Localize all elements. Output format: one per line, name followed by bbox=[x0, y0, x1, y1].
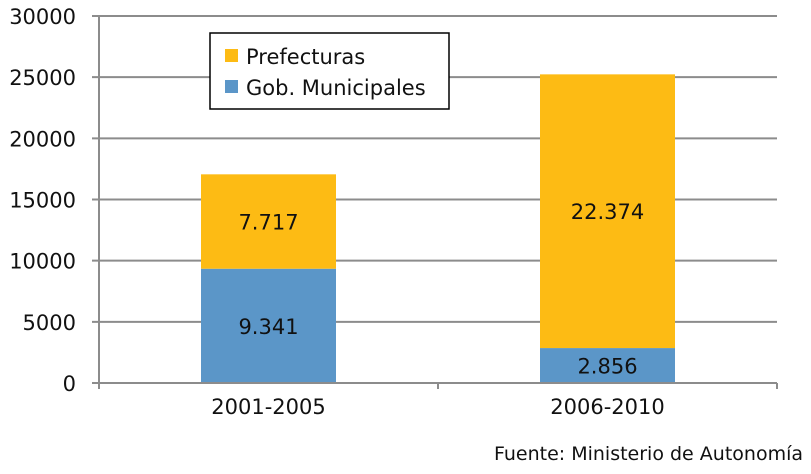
bar-segment bbox=[201, 174, 336, 269]
y-axis-tick-labels: 0 5000 10000 15000 20000 25000 30000 bbox=[9, 5, 76, 396]
legend-swatch bbox=[225, 80, 238, 93]
data-label: 7.717 bbox=[238, 211, 298, 235]
y-tick-label: 5000 bbox=[23, 311, 76, 335]
bar-segment bbox=[201, 268, 336, 383]
legend-label: Prefecturas bbox=[246, 45, 365, 69]
x-category-label: 2001-2005 bbox=[211, 395, 325, 419]
bar-segment bbox=[540, 74, 675, 349]
data-label: 22.374 bbox=[571, 200, 644, 224]
y-tick-label: 15000 bbox=[9, 189, 76, 213]
y-tick-label: 30000 bbox=[9, 5, 76, 29]
y-tick-label: 0 bbox=[63, 372, 76, 396]
source-note: Fuente: Ministerio de Autonomía bbox=[493, 443, 803, 465]
y-tick-label: 25000 bbox=[9, 66, 76, 90]
x-category-label: 2006-2010 bbox=[550, 395, 664, 419]
legend-label: Gob. Municipales bbox=[246, 76, 426, 100]
bar-segment bbox=[540, 348, 675, 383]
data-label: 2.856 bbox=[577, 355, 637, 379]
y-tick-label: 10000 bbox=[9, 250, 76, 274]
legend-box bbox=[209, 32, 450, 110]
data-label: 9.341 bbox=[238, 315, 298, 339]
bars: 9.341 7.717 2.856 22.374 bbox=[201, 74, 675, 383]
y-tick-label: 20000 bbox=[9, 127, 76, 151]
legend-swatch bbox=[225, 49, 238, 62]
x-axis-category-labels: 2001-2005 2006-2010 bbox=[211, 395, 664, 419]
axes bbox=[92, 16, 778, 389]
legend: Prefecturas Gob. Municipales bbox=[209, 32, 450, 110]
